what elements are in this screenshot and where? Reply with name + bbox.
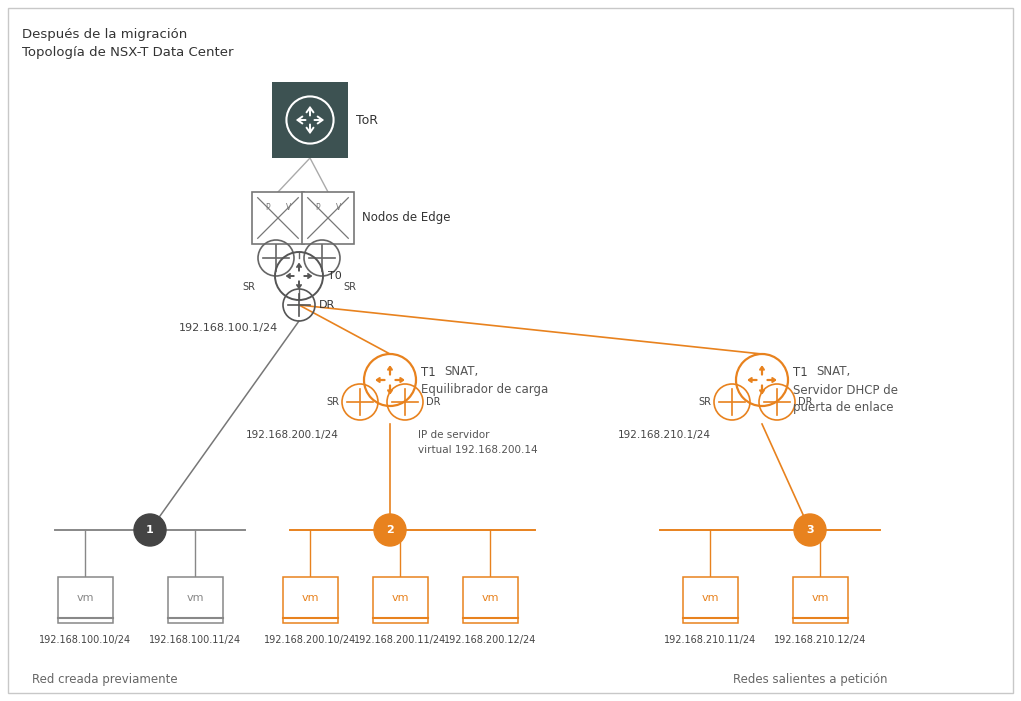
Text: SR: SR	[698, 397, 711, 407]
Text: DR: DR	[798, 397, 813, 407]
Circle shape	[374, 514, 406, 546]
Text: SR: SR	[326, 397, 339, 407]
Text: Nodos de Edge: Nodos de Edge	[362, 212, 450, 224]
FancyBboxPatch shape	[57, 577, 112, 623]
Text: SR: SR	[343, 282, 356, 292]
FancyBboxPatch shape	[682, 577, 737, 623]
Text: vm: vm	[701, 593, 719, 603]
Text: 192.168.100.11/24: 192.168.100.11/24	[149, 635, 241, 645]
Text: Servidor DHCP de: Servidor DHCP de	[793, 383, 898, 397]
Text: P: P	[314, 203, 320, 212]
Text: 192.168.100.10/24: 192.168.100.10/24	[39, 635, 131, 645]
Text: DR: DR	[319, 300, 335, 310]
Text: 1: 1	[146, 525, 154, 535]
Circle shape	[134, 514, 166, 546]
Text: SNAT,: SNAT,	[444, 365, 478, 379]
Text: SNAT,: SNAT,	[816, 365, 850, 379]
FancyBboxPatch shape	[302, 192, 354, 244]
FancyBboxPatch shape	[283, 577, 338, 623]
Text: SR: SR	[242, 282, 255, 292]
Text: vm: vm	[391, 593, 408, 603]
FancyBboxPatch shape	[792, 577, 847, 623]
Text: T0: T0	[328, 271, 342, 281]
Text: Red creada previamente: Red creada previamente	[33, 674, 178, 686]
Text: 3: 3	[807, 525, 814, 535]
Text: 192.168.200.10/24: 192.168.200.10/24	[263, 635, 356, 645]
Text: Después de la migración: Después de la migración	[22, 28, 187, 41]
Text: vm: vm	[186, 593, 204, 603]
Text: 2: 2	[386, 525, 394, 535]
Text: 192.168.210.11/24: 192.168.210.11/24	[664, 635, 757, 645]
FancyBboxPatch shape	[252, 192, 304, 244]
Text: virtual 192.168.200.14: virtual 192.168.200.14	[418, 445, 538, 455]
Text: 192.168.100.1/24: 192.168.100.1/24	[179, 323, 278, 333]
Text: vm: vm	[481, 593, 498, 603]
Circle shape	[794, 514, 826, 546]
Text: ToR: ToR	[356, 114, 378, 126]
Text: vm: vm	[77, 593, 94, 603]
Text: 192.168.200.12/24: 192.168.200.12/24	[444, 635, 536, 645]
Text: 192.168.200.11/24: 192.168.200.11/24	[354, 635, 446, 645]
Text: T1: T1	[421, 365, 436, 379]
Text: Redes salientes a petición: Redes salientes a petición	[733, 674, 887, 686]
Text: Equilibrador de carga: Equilibrador de carga	[421, 383, 548, 397]
Text: V: V	[286, 203, 292, 212]
Text: T1: T1	[793, 365, 808, 379]
Text: P: P	[264, 203, 270, 212]
FancyBboxPatch shape	[463, 577, 518, 623]
Text: vm: vm	[812, 593, 829, 603]
FancyBboxPatch shape	[373, 577, 428, 623]
Text: DR: DR	[426, 397, 440, 407]
Text: puerta de enlace: puerta de enlace	[793, 402, 893, 414]
FancyBboxPatch shape	[167, 577, 223, 623]
Text: IP de servidor: IP de servidor	[418, 430, 489, 440]
Text: Topología de NSX-T Data Center: Topología de NSX-T Data Center	[22, 46, 234, 59]
Text: 192.168.200.1/24: 192.168.200.1/24	[246, 430, 339, 440]
Text: V: V	[336, 203, 342, 212]
FancyBboxPatch shape	[272, 82, 348, 158]
Text: 192.168.210.1/24: 192.168.210.1/24	[618, 430, 711, 440]
Text: vm: vm	[301, 593, 319, 603]
Text: 192.168.210.12/24: 192.168.210.12/24	[774, 635, 866, 645]
